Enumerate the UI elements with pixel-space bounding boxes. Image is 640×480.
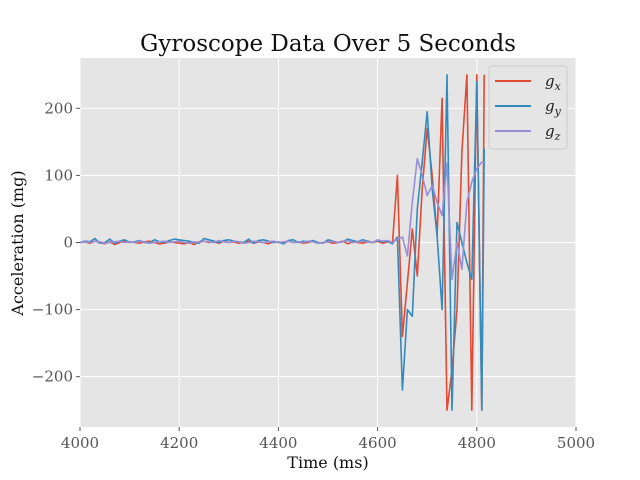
x-axis-ticks: 4000 4200 4400 4600 4800 5000 [61,427,595,452]
x-tick-label: 4200 [160,434,198,452]
y-tick-label: 0 [63,234,73,252]
x-tick-label: 4000 [61,434,99,452]
y-axis-ticks: −200 −100 0 100 200 [32,99,80,386]
y-tick-label: 100 [44,166,73,184]
legend-box [488,65,568,150]
legend-label: gy [545,97,562,118]
y-tick-label: −100 [32,301,73,319]
series-lines [79,74,485,412]
legend-label: gx [545,72,562,93]
x-tick-label: 4800 [458,434,496,452]
y-tick-label: 200 [44,99,73,117]
legend: gx gy gz [488,65,568,150]
x-tick-label: 5000 [557,434,595,452]
x-axis-label: Time (ms) [287,453,368,472]
legend-label: gz [545,122,561,143]
chart-title: Gyroscope Data Over 5 Seconds [140,31,516,57]
y-axis-label: Acceleration (mg) [8,170,27,316]
series-line-gz [79,157,485,281]
x-tick-label: 4400 [259,434,297,452]
y-tick-label: −200 [32,368,73,386]
x-tick-label: 4600 [359,434,397,452]
